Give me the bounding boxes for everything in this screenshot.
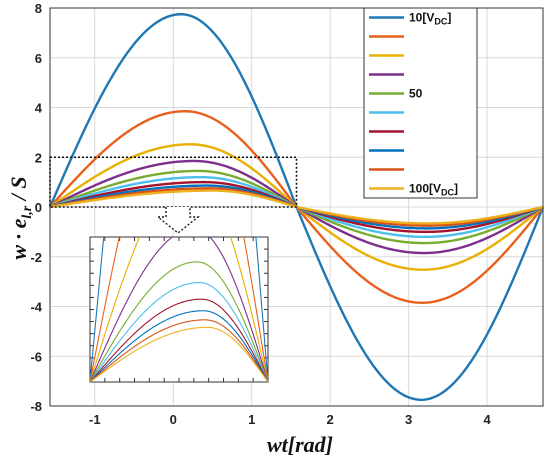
y-tick-label: -2 <box>30 250 42 265</box>
x-tick-label: 4 <box>483 412 491 427</box>
inset-series-line <box>90 310 268 382</box>
inset-series <box>90 237 268 382</box>
y-tick-label: 0 <box>35 200 42 215</box>
x-axis-label: wt[rad] <box>267 432 333 457</box>
x-tick-label: -1 <box>89 412 101 427</box>
x-tick-label: 0 <box>170 412 177 427</box>
x-tick-label: 1 <box>248 412 255 427</box>
inset-plot <box>89 236 269 383</box>
legend-label: 50 <box>409 87 423 101</box>
y-tick-label: -8 <box>30 399 42 414</box>
plot-frame <box>49 7 544 407</box>
zoom-indicator <box>49 156 298 234</box>
inset-series-line <box>90 237 268 382</box>
inset-series-line <box>90 298 268 382</box>
y-tick-label: -6 <box>30 349 42 364</box>
x-tick-label: 3 <box>405 412 412 427</box>
inset-series-line <box>90 237 268 382</box>
x-tick-label: 2 <box>327 412 334 427</box>
inset-series-line <box>90 282 268 382</box>
y-axis-label: w · el,r / S <box>6 176 35 259</box>
legend-box <box>363 7 478 199</box>
y-tick-label: 2 <box>35 150 42 165</box>
y-tick-label: 8 <box>35 1 42 16</box>
y-tick-label: 6 <box>35 51 42 66</box>
tick-labels: -1 0 1 2 3 4 8 6 4 2 0 -2 -4 -6 -8 <box>30 1 491 427</box>
inset-series-line <box>90 261 268 382</box>
y-tick-label: 4 <box>35 101 43 116</box>
y-tick-label: -4 <box>30 300 42 315</box>
inset-series-line <box>90 319 268 382</box>
inset-series-line <box>90 326 268 382</box>
zoom-arrow <box>156 207 200 234</box>
